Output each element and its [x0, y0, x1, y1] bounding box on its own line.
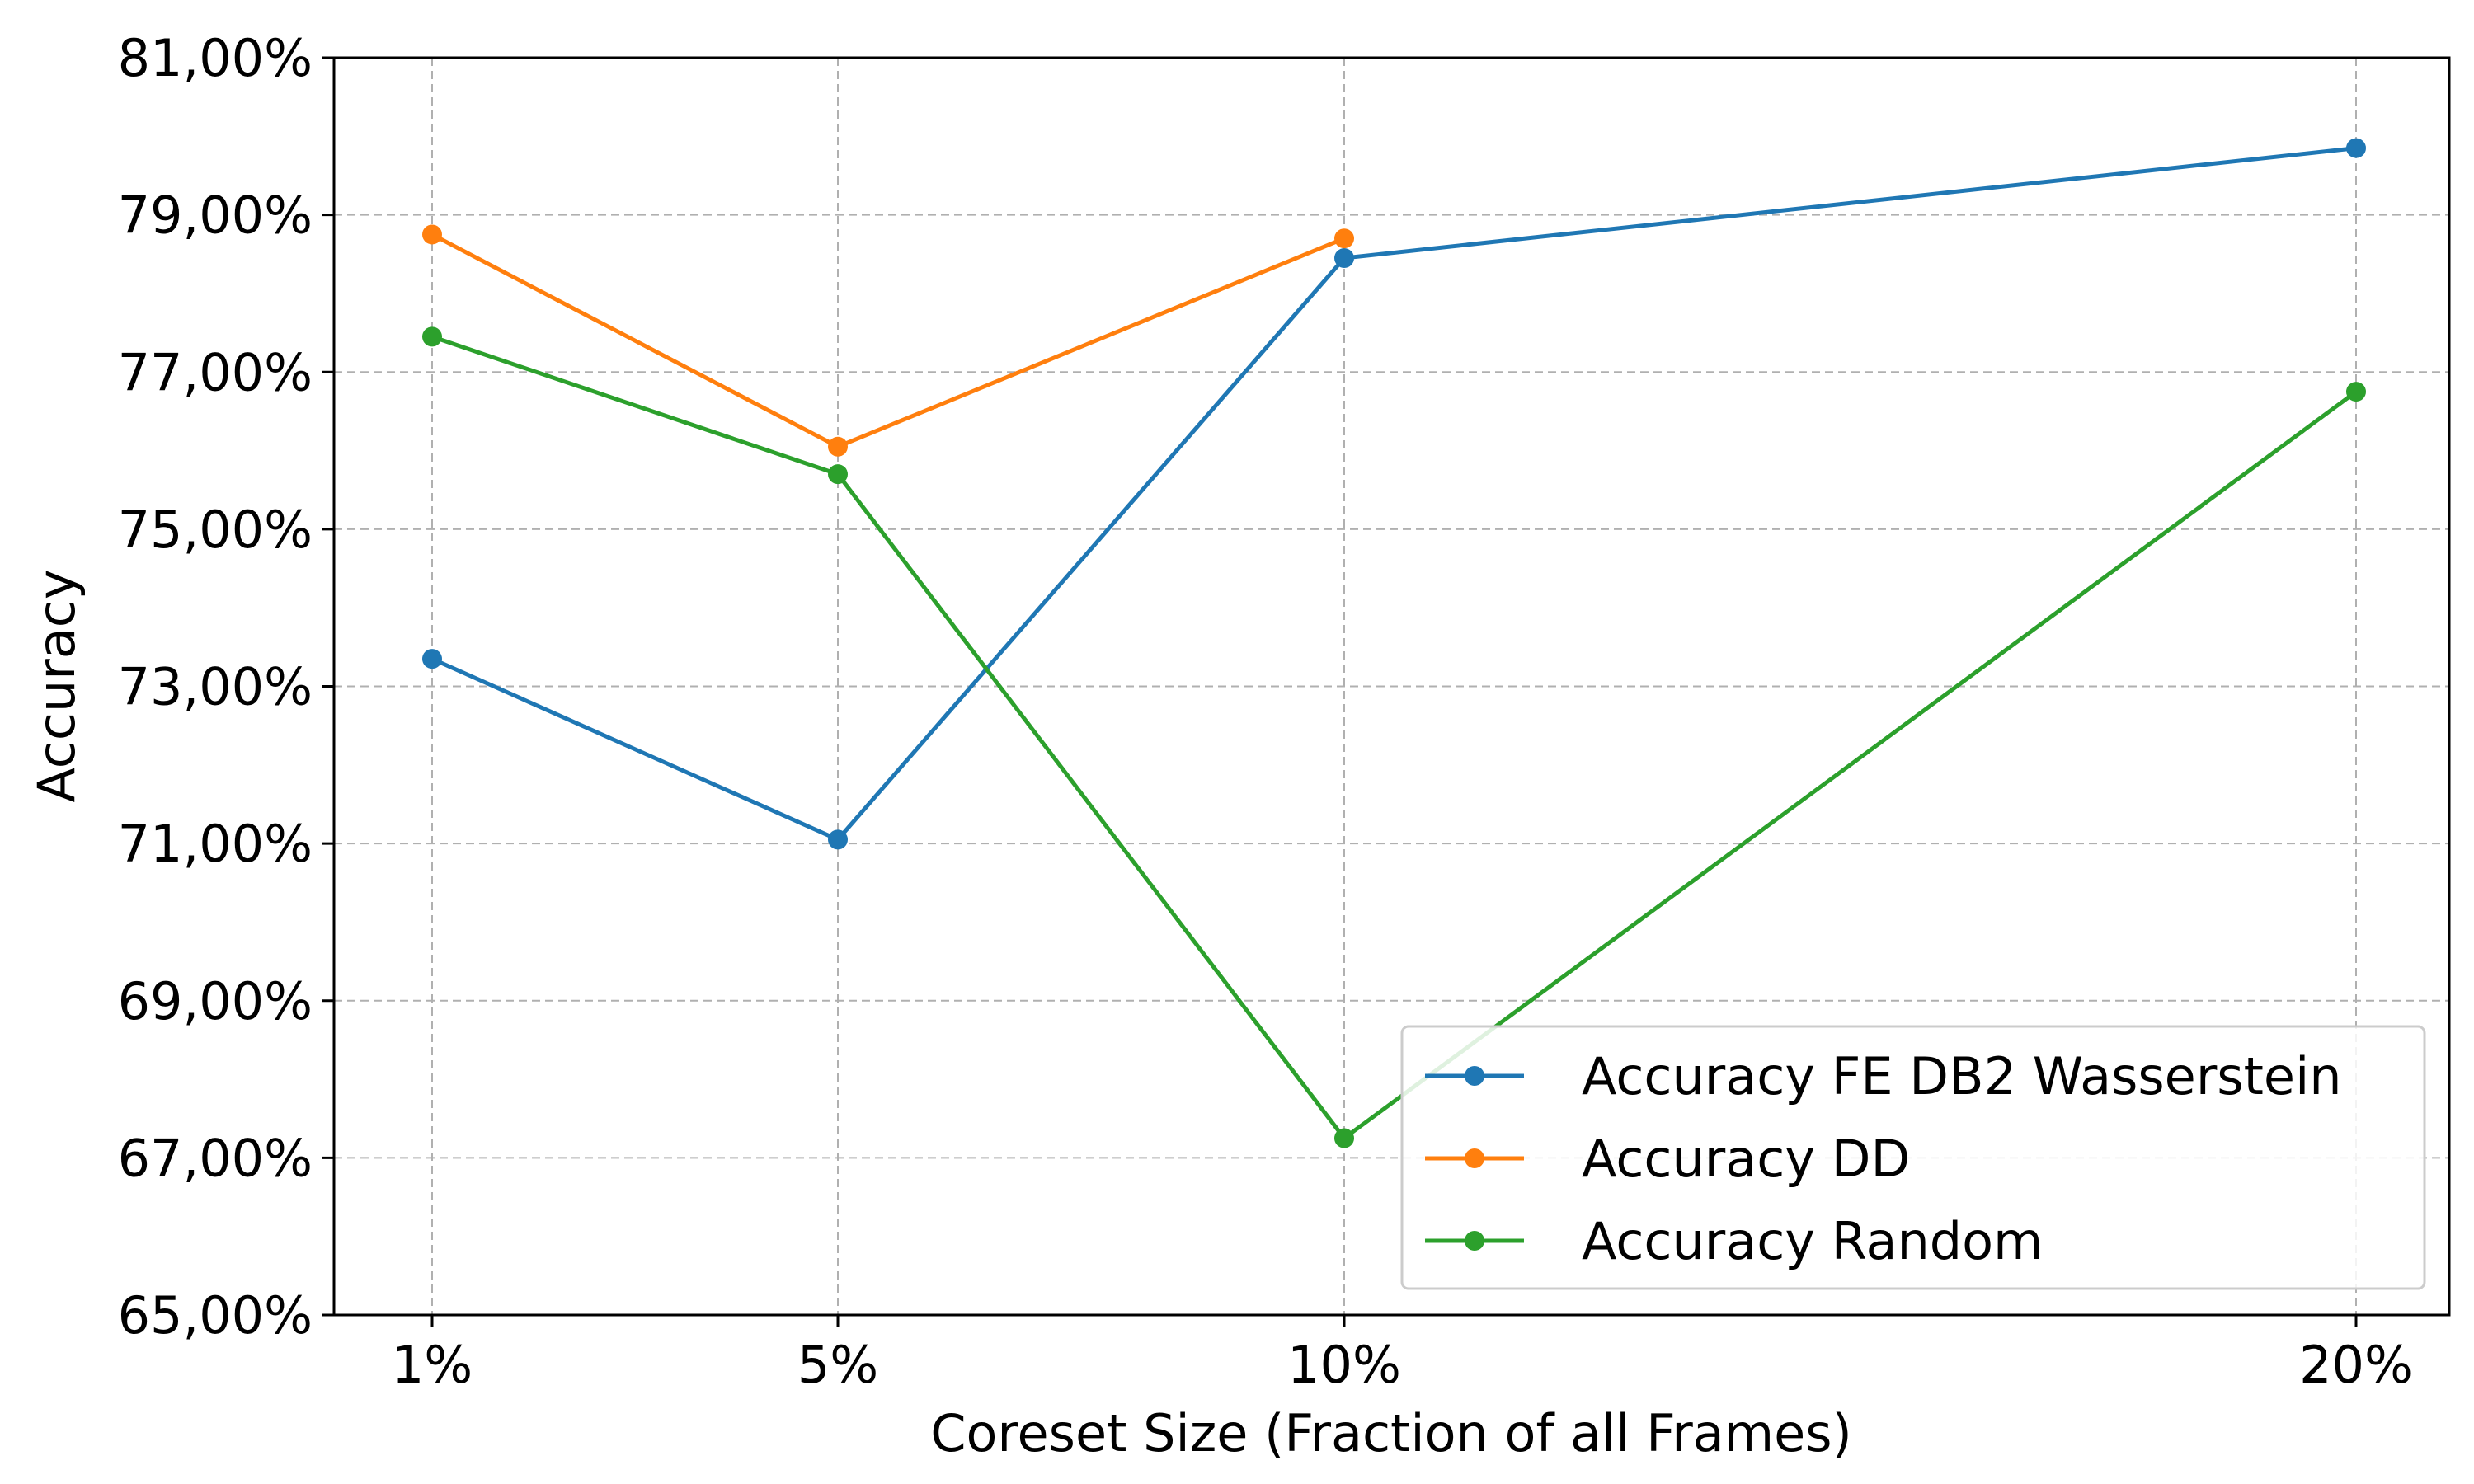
- data-point: [828, 829, 848, 850]
- series-0: [422, 138, 2366, 850]
- y-tick-label: 67,00%: [118, 1128, 313, 1188]
- series-2: [422, 326, 2366, 1148]
- series-1: [422, 224, 1354, 457]
- y-tick-label: 65,00%: [118, 1285, 313, 1345]
- data-point: [422, 326, 442, 347]
- legend-box: [1400, 1025, 2426, 1290]
- legend-label: Accuracy DD: [1582, 1129, 1910, 1189]
- data-point: [1334, 228, 1354, 249]
- legend-marker: [1465, 1231, 1484, 1251]
- y-tick-label: 69,00%: [118, 971, 313, 1031]
- data-point: [2346, 382, 2366, 402]
- data-point: [828, 436, 848, 457]
- y-tick-label: 71,00%: [118, 814, 313, 874]
- series-line: [430, 146, 2357, 842]
- y-tick-label: 81,00%: [118, 28, 313, 88]
- y-axis-label: Accuracy: [26, 569, 87, 802]
- y-axis: 65,00% 67,00% 69,00% 71,00% 73,00% 75,00% 77,0…: [118, 28, 334, 1345]
- legend-marker: [1465, 1066, 1484, 1086]
- y-tick-label: 77,00%: [118, 342, 313, 402]
- y-tick-label: 75,00%: [118, 500, 313, 560]
- y-tick-label: 79,00%: [118, 186, 313, 246]
- data-point: [422, 649, 442, 669]
- series-layer: [422, 138, 2366, 1148]
- legend-label: Accuracy FE DB2 Wasserstein: [1582, 1046, 2342, 1106]
- data-point: [422, 224, 442, 245]
- data-point: [1334, 1128, 1354, 1148]
- x-tick-label: 10%: [1287, 1335, 1401, 1395]
- data-point: [828, 464, 848, 485]
- series-line: [431, 334, 2358, 1141]
- legend-item: Accuracy FE DB2 Wasserstein: [1425, 1046, 2342, 1106]
- legend-marker: [1465, 1148, 1484, 1168]
- x-axis-label: Coreset Size (Fraction of all Frames): [930, 1403, 1852, 1463]
- y-tick-label: 73,00%: [118, 657, 313, 717]
- legend-item: Accuracy DD: [1425, 1129, 1910, 1189]
- x-tick-label: 20%: [2299, 1335, 2413, 1395]
- x-tick-label: 1%: [392, 1335, 473, 1395]
- x-tick-label: 5%: [797, 1335, 878, 1395]
- data-point: [1334, 248, 1354, 269]
- x-axis: 1% 5% 10% 20%: [392, 1315, 2413, 1395]
- legend-item: Accuracy Random: [1425, 1211, 2043, 1271]
- legend: Accuracy FE DB2 Wasserstein Accuracy DD Ac…: [1400, 1025, 2426, 1290]
- data-point: [2346, 138, 2366, 158]
- legend-label: Accuracy Random: [1582, 1211, 2043, 1271]
